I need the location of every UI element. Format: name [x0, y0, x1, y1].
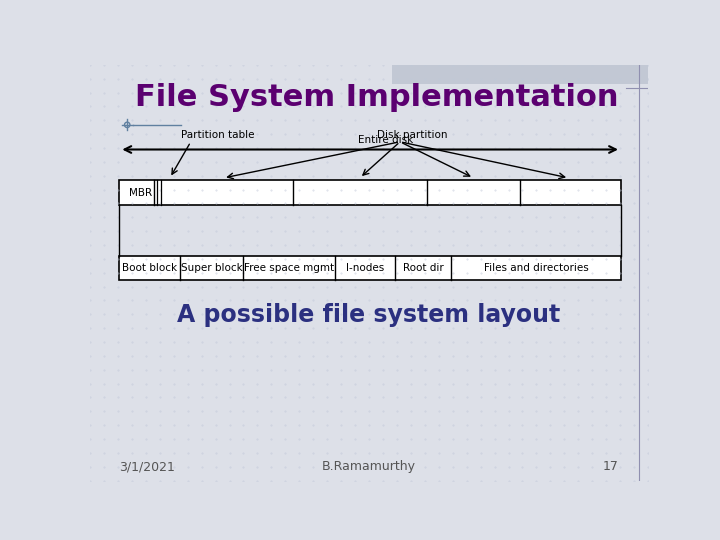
Text: 17: 17: [603, 460, 618, 473]
Text: Files and directories: Files and directories: [484, 263, 588, 273]
Bar: [392, 65, 648, 84]
Text: File System Implementation: File System Implementation: [135, 83, 618, 112]
Text: I-nodes: I-nodes: [346, 263, 384, 273]
Text: A possible file system layout: A possible file system layout: [177, 303, 561, 327]
Text: Root dir: Root dir: [403, 263, 444, 273]
Text: Disk partition: Disk partition: [377, 130, 447, 140]
Text: Partition table: Partition table: [181, 130, 255, 140]
Text: Super block: Super block: [181, 263, 243, 273]
Bar: [120, 256, 621, 280]
Text: Boot block: Boot block: [122, 263, 177, 273]
Text: B.Ramamurthy: B.Ramamurthy: [322, 460, 416, 473]
Text: 3/1/2021: 3/1/2021: [120, 460, 176, 473]
Bar: [120, 180, 621, 205]
Text: Entire disk: Entire disk: [358, 135, 413, 145]
Text: Free space mgmt: Free space mgmt: [244, 263, 334, 273]
Text: MBR: MBR: [129, 187, 152, 198]
